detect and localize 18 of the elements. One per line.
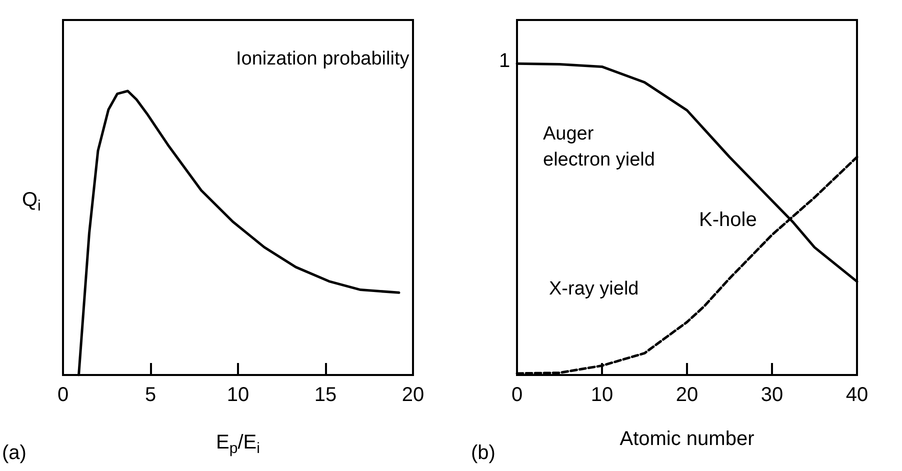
text: 1 [499, 50, 510, 72]
x-tick-label: 20 [676, 384, 698, 406]
x-tick-label: 5 [144, 384, 156, 406]
x-tick-label: 0 [57, 384, 69, 406]
text: X-ray yield [549, 278, 639, 300]
x-tick-label: 40 [846, 384, 868, 406]
x-tick-label: 20 [402, 384, 424, 406]
x-tick-label: 15 [314, 384, 337, 406]
annotation: K-hole [699, 209, 757, 231]
text: Ionization probability [236, 48, 410, 70]
x-tick-label: 10 [226, 384, 250, 406]
series-label: Auger electron yield [543, 124, 655, 170]
x-tick-label: 30 [760, 384, 784, 406]
x-axis-title: Atomic number [620, 428, 755, 450]
x-tick-label: 0 [511, 384, 523, 406]
x-tick-label: 10 [590, 384, 614, 406]
text: (b) [471, 442, 496, 464]
text: (a) [2, 442, 26, 464]
